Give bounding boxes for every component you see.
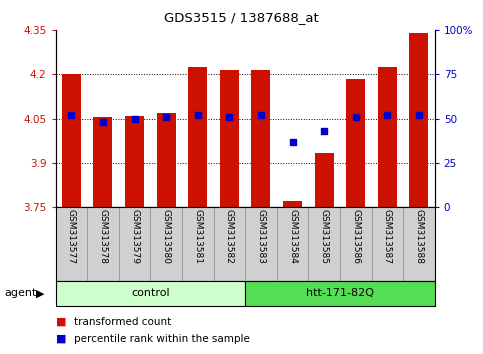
Text: agent: agent xyxy=(5,289,37,298)
Bar xyxy=(220,70,239,207)
Point xyxy=(68,112,75,118)
Text: GSM313581: GSM313581 xyxy=(193,209,202,264)
Point xyxy=(226,114,233,120)
Bar xyxy=(188,67,207,207)
Bar xyxy=(56,281,245,306)
Bar xyxy=(252,70,270,207)
Bar xyxy=(245,281,435,306)
Text: percentile rank within the sample: percentile rank within the sample xyxy=(74,334,250,344)
Text: GSM313583: GSM313583 xyxy=(256,209,266,264)
Bar xyxy=(94,117,113,207)
Bar xyxy=(346,79,365,207)
Text: GSM313588: GSM313588 xyxy=(414,209,424,264)
Point xyxy=(384,112,391,118)
Text: GSM313580: GSM313580 xyxy=(162,209,170,264)
Point xyxy=(289,139,297,144)
Point xyxy=(320,128,328,134)
Bar xyxy=(156,113,176,207)
Text: GSM313587: GSM313587 xyxy=(383,209,392,264)
Text: GSM313578: GSM313578 xyxy=(99,209,107,264)
Text: GSM313582: GSM313582 xyxy=(225,209,234,264)
Text: GDS3515 / 1387688_at: GDS3515 / 1387688_at xyxy=(164,11,319,24)
Text: transformed count: transformed count xyxy=(74,317,171,327)
Point xyxy=(194,112,201,118)
Text: control: control xyxy=(131,289,170,298)
Bar xyxy=(62,74,81,207)
Point xyxy=(99,119,107,125)
Text: GSM313584: GSM313584 xyxy=(288,209,297,264)
Bar xyxy=(410,33,428,207)
Text: htt-171-82Q: htt-171-82Q xyxy=(306,289,374,298)
Point xyxy=(352,114,359,120)
Bar xyxy=(378,67,397,207)
Text: ■: ■ xyxy=(56,317,66,327)
Text: GSM313586: GSM313586 xyxy=(351,209,360,264)
Text: GSM313585: GSM313585 xyxy=(320,209,328,264)
Bar xyxy=(283,201,302,207)
Text: ▶: ▶ xyxy=(36,289,45,298)
Text: GSM313577: GSM313577 xyxy=(67,209,76,264)
Text: ■: ■ xyxy=(56,334,66,344)
Point xyxy=(162,114,170,120)
Point xyxy=(257,112,265,118)
Text: GSM313579: GSM313579 xyxy=(130,209,139,264)
Bar xyxy=(314,153,334,207)
Point xyxy=(131,116,139,121)
Point xyxy=(415,112,423,118)
Bar xyxy=(125,116,144,207)
